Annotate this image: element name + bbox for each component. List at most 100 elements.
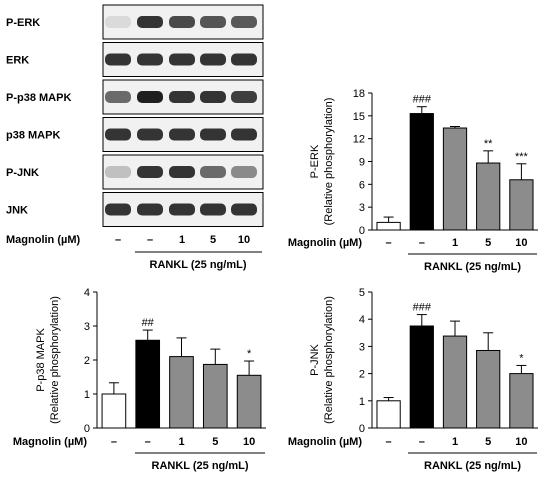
band: [105, 53, 131, 66]
band: [169, 53, 195, 66]
bar: [476, 162, 501, 231]
blot-row-2: P-p38 MAPK: [6, 79, 264, 115]
blot-row-label: P-JNK: [6, 167, 39, 179]
blot-lane-label: –: [115, 234, 121, 246]
group-label: RANKL (25 ng/mL): [152, 460, 249, 472]
bar: [442, 335, 468, 429]
bar: [509, 179, 534, 231]
band: [105, 203, 131, 216]
x-tick-label: 5: [485, 237, 491, 249]
blot-row-1: ERK: [6, 42, 264, 77]
y-tick-label: 3: [359, 341, 365, 353]
bar: [135, 339, 161, 429]
y-tick-label: 1: [359, 396, 365, 408]
x-tick-label: 1: [178, 436, 184, 448]
y-axis-label: P-ERK: [309, 144, 321, 178]
western-blot-panel: P-ERK ERK P-p38 MAPK p38 MAPK P-JNK JNK Magnol…: [6, 4, 264, 271]
blot-row-label: p38 MAPK: [6, 130, 60, 142]
x-tick-label: 1: [452, 237, 458, 249]
y-tick-label: 12: [353, 134, 365, 146]
blot-lane-label: 5: [210, 234, 216, 246]
y-axis-sublabel: (Relative phosphorylation): [49, 296, 61, 424]
y-axis-label: P-p38 MAPK: [35, 328, 47, 392]
y-tick-label: 6: [359, 179, 365, 191]
x-tick-label: –: [111, 436, 117, 448]
band: [200, 166, 226, 178]
band: [231, 166, 257, 178]
y-tick-label: 15: [353, 111, 365, 123]
significance-mark: *: [519, 352, 524, 364]
y-tick-label: 0: [84, 423, 90, 435]
x-tick-label: 1: [452, 436, 458, 448]
blot-row-label: JNK: [6, 205, 28, 217]
blot-lane-label: –: [147, 234, 153, 246]
blot-row-5: JNK: [6, 192, 264, 227]
y-tick-label: 3: [359, 202, 365, 214]
y-tick-label: 0: [359, 225, 365, 237]
x-tick-label: 10: [243, 436, 255, 448]
band: [200, 53, 226, 66]
blot-group-label: RANKL (25 ng/mL): [150, 259, 247, 271]
bar-chart-2: 0 1 2 3 4 5 P-JNK (Relative phosphorylation) – ##…: [288, 287, 538, 472]
blot-row-label: P-ERK: [6, 17, 40, 29]
bar-chart-1: 0 1 2 3 4 P-p38 MAPK (Relative phosphorylation…: [13, 287, 266, 472]
group-label: RANKL (25 ng/mL): [424, 460, 521, 472]
bar: [442, 127, 468, 231]
x-tick-label: –: [386, 237, 392, 249]
band: [169, 91, 195, 103]
x-tick-label: –: [386, 436, 392, 448]
y-tick-label: 9: [359, 157, 365, 169]
bar: [236, 374, 262, 429]
significance-mark: ***: [515, 151, 529, 163]
band: [231, 128, 257, 141]
band: [169, 16, 195, 28]
treatment-label: Magnolin (µM): [288, 237, 362, 249]
band: [169, 166, 195, 178]
band: [169, 128, 195, 141]
significance-mark: ###: [413, 94, 432, 106]
significance-mark: **: [484, 138, 493, 150]
bar: [376, 221, 401, 231]
treatment-label: Magnolin (µM): [288, 436, 362, 448]
blot-row-3: p38 MAPK: [6, 117, 264, 152]
bar: [409, 325, 434, 429]
y-axis-sublabel: (Relative phosphorylation): [323, 98, 335, 226]
y-axis-label: P-JNK: [309, 343, 321, 375]
blot-row-label: P-p38 MAPK: [6, 92, 71, 104]
band: [200, 16, 226, 28]
significance-mark: *: [247, 348, 252, 360]
significance-mark: ##: [142, 317, 155, 329]
y-tick-label: 2: [84, 355, 90, 367]
y-tick-label: 4: [84, 287, 90, 299]
blot-row-4: P-JNK: [6, 154, 264, 190]
band: [231, 91, 257, 103]
bar: [202, 363, 228, 429]
band: [137, 16, 163, 28]
y-tick-label: 3: [84, 321, 90, 333]
band: [105, 91, 131, 103]
bar: [376, 400, 401, 429]
band: [231, 203, 257, 216]
band: [169, 203, 195, 216]
treatment-label: Magnolin (µM): [13, 436, 87, 448]
x-tick-label: 10: [515, 436, 527, 448]
bar: [476, 349, 501, 429]
y-tick-label: 2: [359, 369, 365, 381]
bar: [101, 393, 127, 429]
y-tick-label: 0: [359, 423, 365, 435]
x-tick-label: 5: [485, 436, 491, 448]
band: [231, 16, 257, 28]
band: [200, 128, 226, 141]
y-tick-label: 1: [84, 389, 90, 401]
y-tick-label: 5: [359, 287, 365, 299]
bar: [409, 113, 434, 231]
y-axis-sublabel: (Relative phosphorylation): [323, 296, 335, 424]
x-tick-label: 10: [515, 237, 527, 249]
band: [105, 166, 131, 178]
blot-lane-label: 10: [238, 234, 250, 246]
blot-row-label: ERK: [6, 55, 29, 67]
band: [200, 203, 226, 216]
bar: [509, 373, 534, 429]
